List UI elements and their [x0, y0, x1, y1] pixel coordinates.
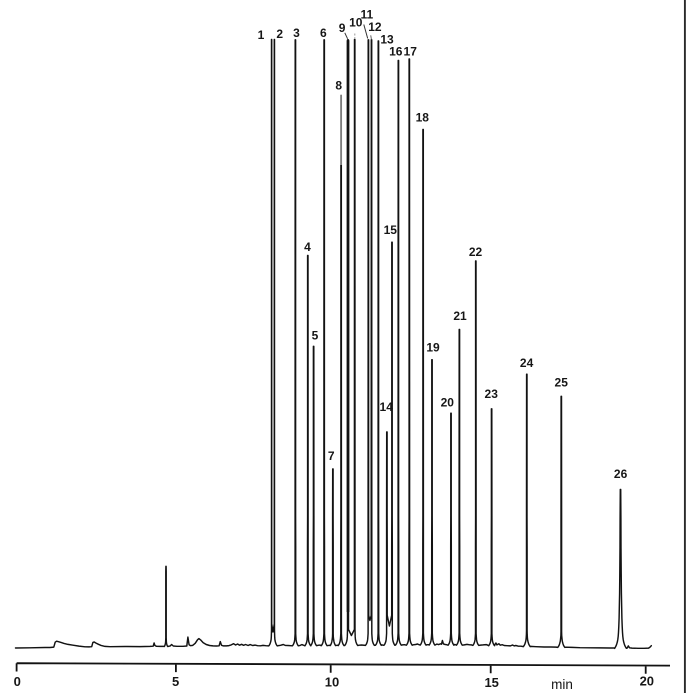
svg-text:23: 23	[485, 387, 499, 401]
svg-text:18: 18	[416, 110, 430, 124]
svg-text:10: 10	[325, 674, 339, 689]
svg-text:7: 7	[328, 449, 335, 463]
svg-text:10: 10	[349, 16, 363, 30]
svg-text:17: 17	[404, 44, 418, 58]
svg-text:5: 5	[172, 674, 179, 689]
svg-text:21: 21	[453, 309, 467, 323]
svg-text:min: min	[551, 677, 573, 692]
svg-text:15: 15	[384, 223, 398, 237]
svg-text:11: 11	[361, 8, 374, 22]
svg-text:19: 19	[426, 340, 440, 354]
svg-text:2: 2	[276, 27, 283, 41]
svg-text:24: 24	[520, 356, 534, 370]
svg-text:13: 13	[380, 32, 394, 46]
svg-text:0: 0	[14, 674, 21, 689]
svg-text:15: 15	[484, 675, 498, 690]
svg-text:16: 16	[389, 44, 403, 58]
svg-text:1: 1	[258, 28, 265, 42]
svg-text:8: 8	[335, 79, 342, 93]
svg-text:12: 12	[368, 20, 382, 34]
svg-text:9: 9	[339, 21, 346, 35]
svg-text:14: 14	[380, 400, 394, 414]
svg-text:6: 6	[320, 26, 327, 40]
svg-text:5: 5	[312, 329, 319, 343]
svg-text:4: 4	[304, 240, 311, 254]
svg-text:20: 20	[640, 674, 654, 689]
svg-text:22: 22	[469, 245, 483, 259]
svg-text:20: 20	[441, 396, 455, 410]
svg-text:3: 3	[293, 26, 300, 40]
svg-text:26: 26	[614, 467, 628, 481]
svg-text:25: 25	[555, 375, 569, 389]
